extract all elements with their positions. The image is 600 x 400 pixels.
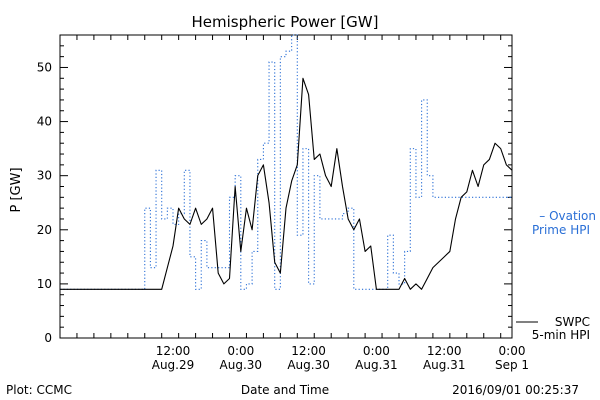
x-tick-time-label: 0:00 (227, 344, 254, 358)
x-tick-time-label: 12:00 (427, 344, 462, 358)
y-tick-label: 10 (37, 277, 52, 291)
series-layer (60, 34, 513, 290)
legend-swpc-line1: SWPC (555, 315, 590, 329)
x-tick-time-label: 0:00 (499, 344, 526, 358)
legend-ovation-line1: – Ovation (539, 209, 596, 223)
y-tick-label: 50 (37, 60, 52, 74)
chart-title: Hemispheric Power [GW] (192, 13, 379, 31)
y-axis-label: P [GW] (9, 167, 24, 212)
y-tick-label: 20 (37, 223, 52, 237)
x-tick-date-label: Aug.29 (152, 358, 195, 372)
plot-credit: Plot: CCMC (6, 383, 72, 397)
legend-swpc-line2: 5-min HPI (532, 328, 590, 342)
y-axis: 0 10 20 30 40 50 (37, 34, 512, 345)
y-tick-label: 40 (37, 115, 52, 129)
plot-frame (59, 34, 513, 339)
legend-ovation-line2: Prime HPI (532, 223, 590, 237)
y-tick-label: 0 (44, 331, 52, 345)
x-tick-date-label: Sep 1 (495, 358, 529, 372)
x-tick-date-label: Aug.31 (423, 358, 466, 372)
x-tick-date-label: Aug.31 (355, 358, 398, 372)
x-tick-date-label: Aug.30 (220, 358, 263, 372)
ovation-prime-hpi-line (60, 34, 512, 290)
x-axis: 12:00Aug.290:00Aug.3012:00Aug.300:00Aug.… (59, 35, 529, 372)
swpc-5min-hpi-line (60, 77, 513, 290)
x-axis-label: Date and Time (241, 383, 329, 397)
x-tick-time-label: 0:00 (363, 344, 390, 358)
x-tick-date-label: Aug.30 (287, 358, 330, 372)
timestamp: 2016/09/01 00:25:37 (452, 383, 579, 397)
x-tick-time-label: 12:00 (291, 344, 326, 358)
y-tick-label: 30 (37, 169, 52, 183)
x-tick-time-label: 12:00 (156, 344, 191, 358)
